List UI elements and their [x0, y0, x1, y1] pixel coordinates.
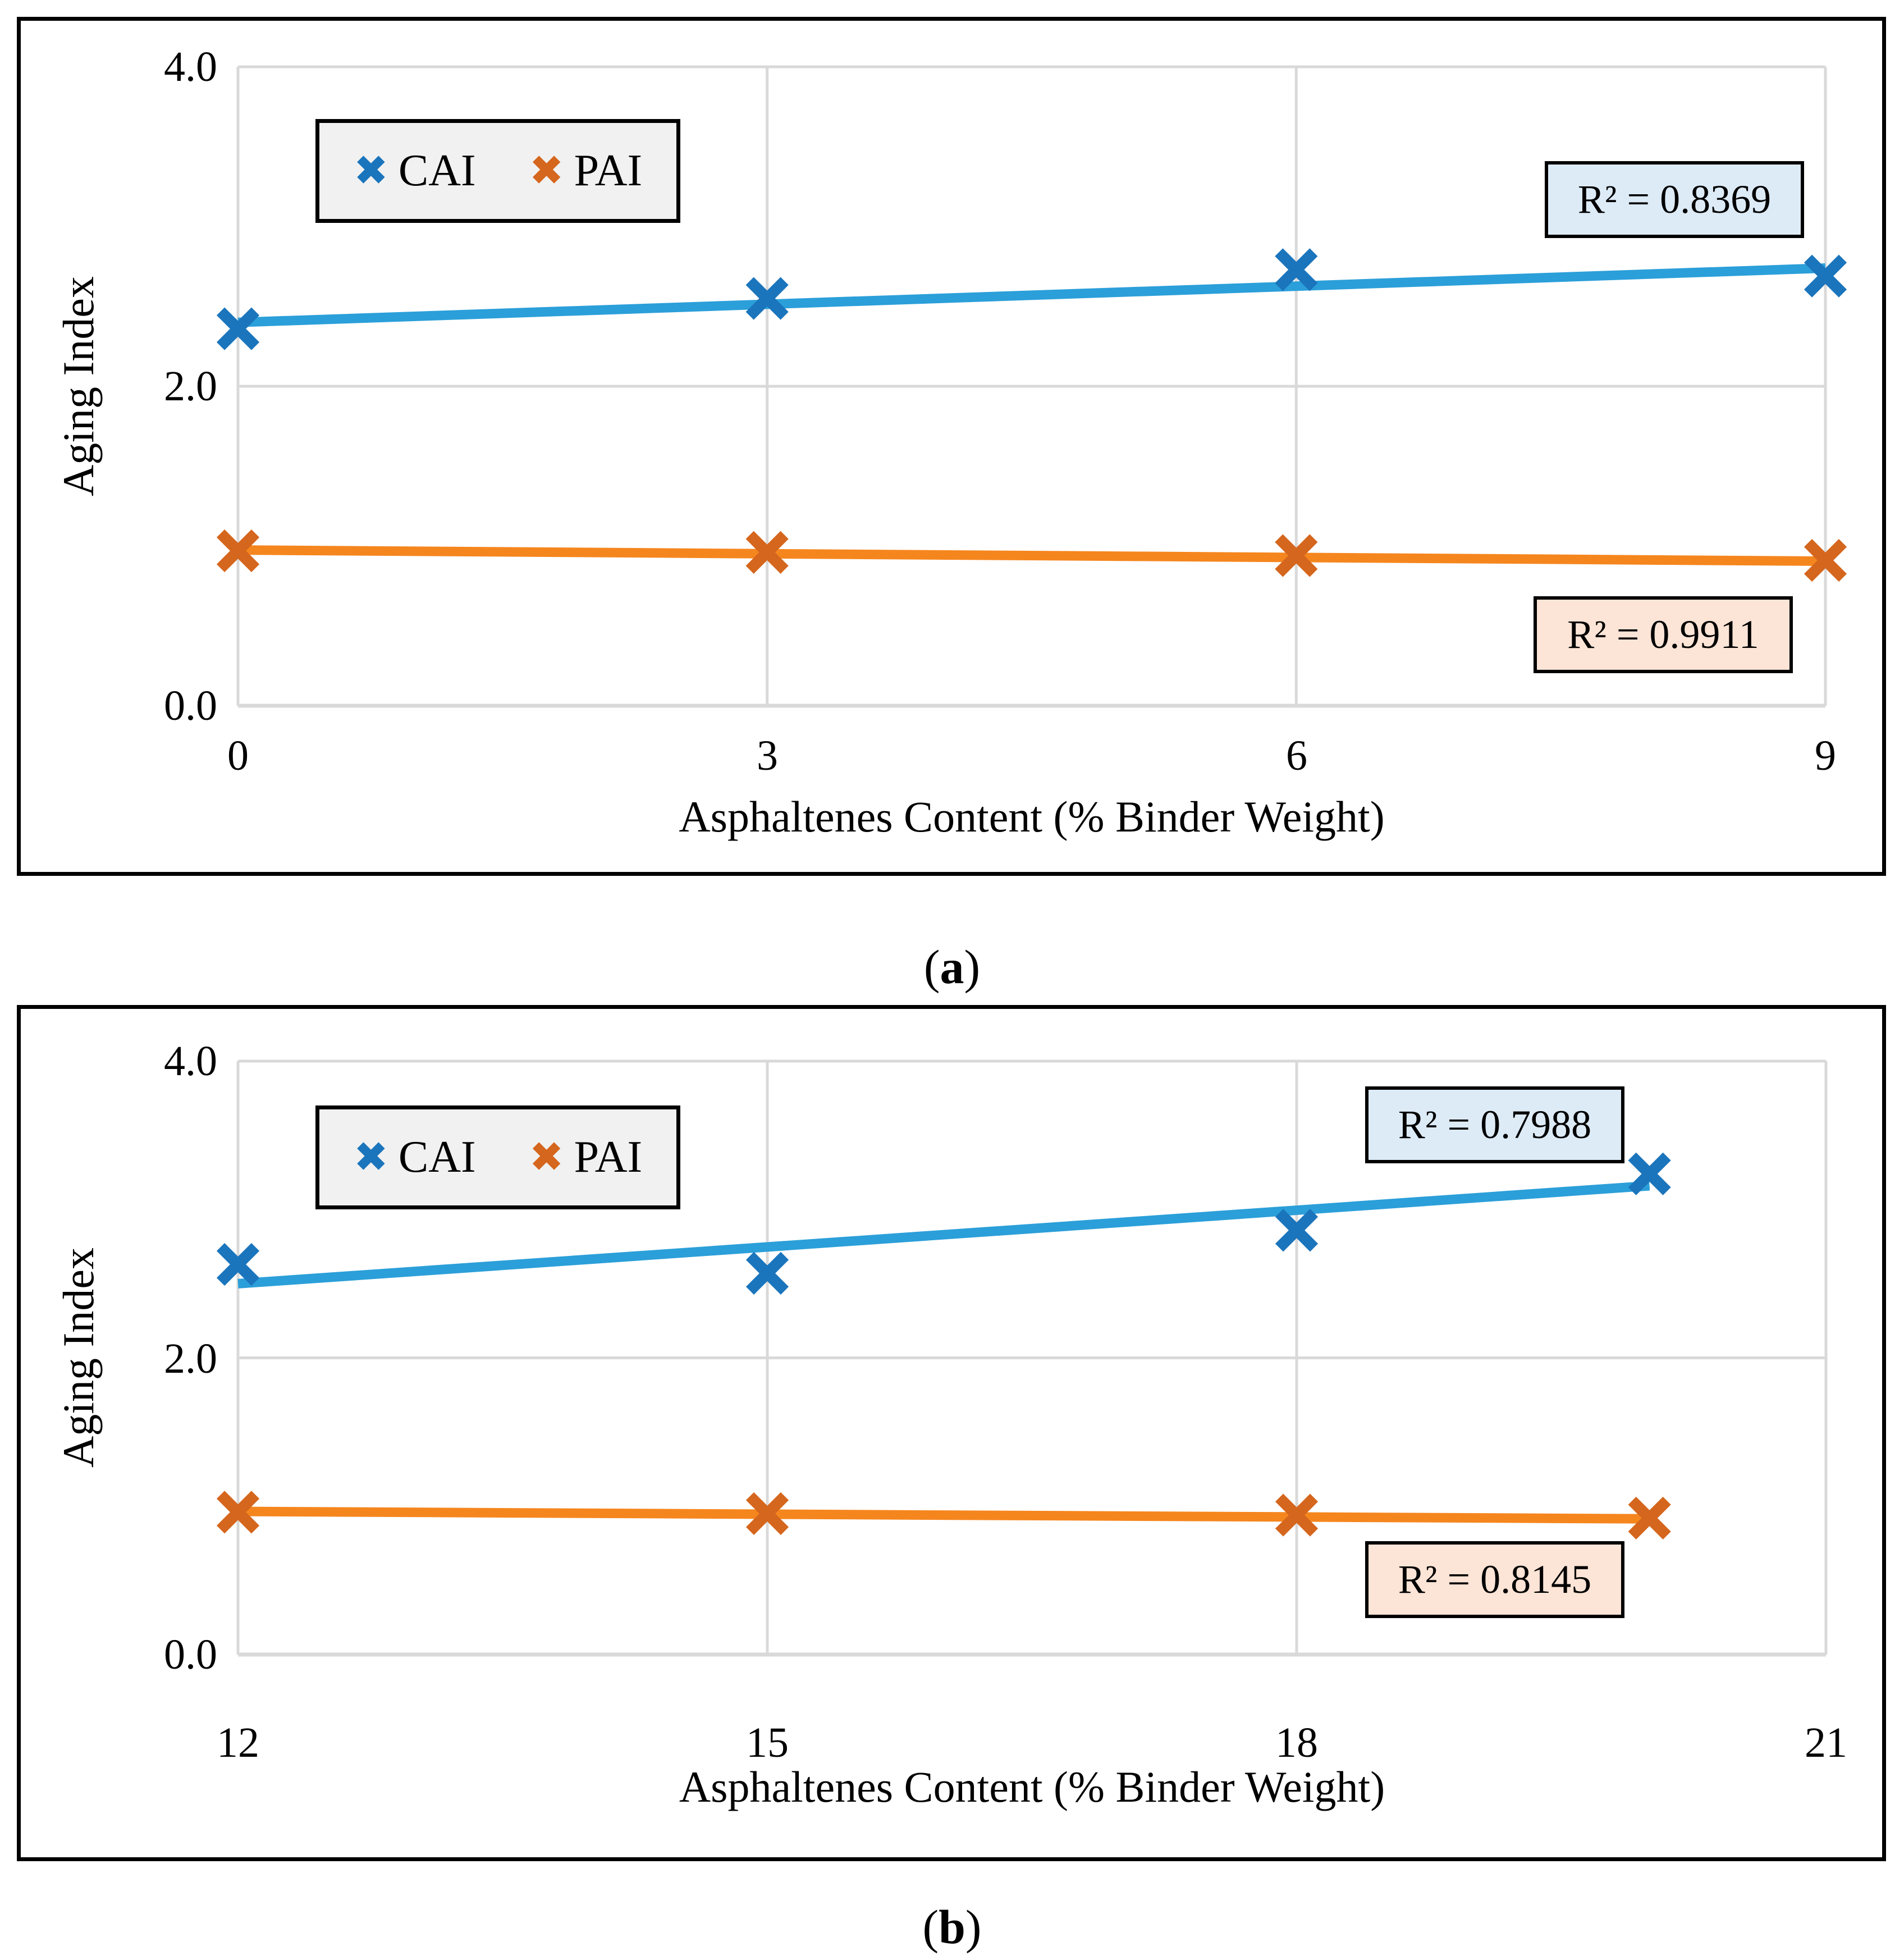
y-tick-2.0: 2.0 [164, 363, 217, 410]
legend-item-pai: ✖ PAI [529, 145, 643, 197]
legend-item-pai: ✖ PAI [529, 1132, 643, 1183]
pai-x-marker-icon: ✖ [529, 148, 564, 194]
x-tick-0: 0 [227, 732, 249, 779]
r2-annotation-pai: R² = 0.8145 [1365, 1541, 1624, 1618]
chart-panel-b: 4.0 2.0 0.0 12 15 18 21 Asphaltenes Cont… [17, 1005, 1886, 1861]
plot-area-b [216, 1059, 1828, 1657]
r2-annotation-cai: R² = 0.7988 [1365, 1086, 1624, 1163]
cai-x-marker-icon: ✖ [353, 148, 388, 194]
legend-item-cai: ✖ CAI [354, 145, 476, 197]
y-tick-4.0: 4.0 [164, 1038, 217, 1085]
x-tick-21: 21 [1805, 1719, 1847, 1766]
r2-annotation-cai: R² = 0.8369 [1545, 161, 1804, 238]
x-axis-title: Asphaltenes Content (% Binder Weight) [679, 1762, 1385, 1811]
scatter-plot-a [216, 65, 1847, 708]
legend-label-cai: CAI [398, 146, 476, 195]
plot-area-a [216, 65, 1847, 708]
scatter-plot-b [216, 1059, 1828, 1657]
x-tick-6: 6 [1286, 732, 1307, 779]
y-tick-0.0: 0.0 [164, 1631, 217, 1678]
r2-annotation-pai: R² = 0.9911 [1534, 596, 1793, 673]
y-tick-2.0: 2.0 [164, 1335, 217, 1382]
x-tick-15: 15 [746, 1719, 789, 1766]
x-tick-9: 9 [1815, 732, 1836, 779]
legend-label-cai: CAI [398, 1132, 476, 1182]
chart-panel-a: 4.0 2.0 0.0 0 3 6 9 Asphaltenes Content … [17, 17, 1886, 876]
pai-x-marker-icon: ✖ [529, 1134, 564, 1181]
y-tick-4.0: 4.0 [164, 43, 217, 90]
legend-label-pai: PAI [574, 1132, 643, 1182]
y-tick-0.0: 0.0 [164, 682, 217, 729]
x-tick-18: 18 [1275, 1719, 1318, 1766]
x-axis-title: Asphaltenes Content (% Binder Weight) [679, 792, 1385, 841]
x-tick-12: 12 [217, 1719, 259, 1766]
legend: ✖ CAI ✖ PAI [315, 119, 680, 223]
x-tick-3: 3 [757, 732, 778, 779]
cai-x-marker-icon: ✖ [353, 1134, 388, 1181]
legend: ✖ CAI ✖ PAI [315, 1105, 680, 1209]
legend-label-pai: PAI [574, 146, 643, 195]
caption-b: (b) [922, 1900, 982, 1954]
caption-a: (a) [923, 940, 981, 994]
legend-item-cai: ✖ CAI [354, 1132, 476, 1183]
